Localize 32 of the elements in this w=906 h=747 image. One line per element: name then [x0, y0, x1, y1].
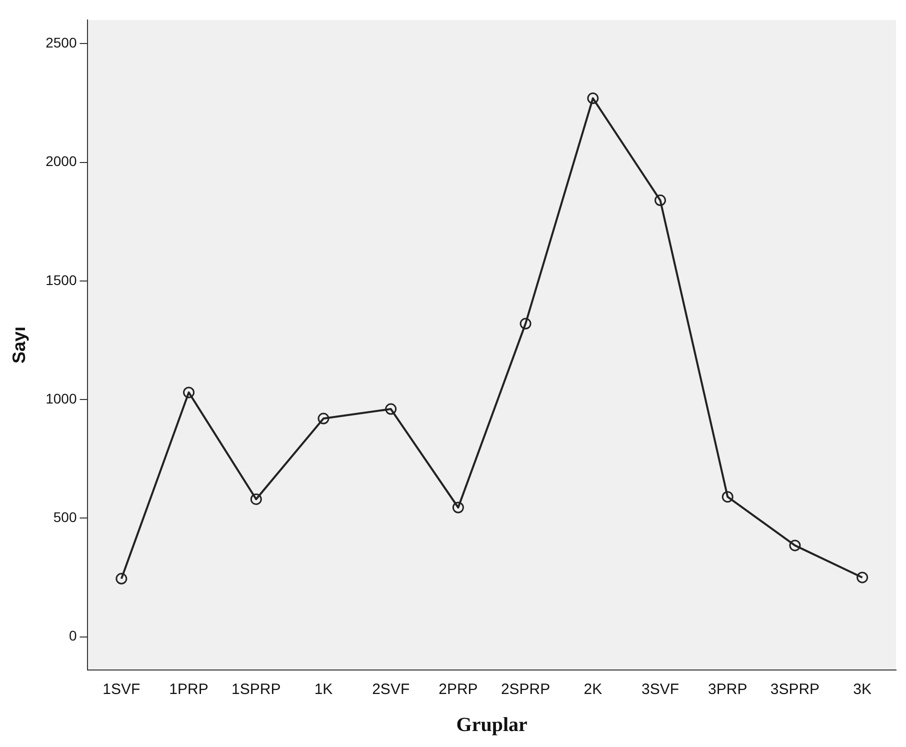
- y-tick-label: 1500: [46, 272, 77, 288]
- point: [250, 493, 262, 505]
- x-tick-label: 2PRP: [438, 681, 478, 698]
- y-tick-label: 0: [68, 628, 77, 644]
- y-tick-label: 500: [53, 509, 77, 526]
- x-tick-label: 1PRP: [169, 681, 208, 698]
- point: [789, 540, 801, 552]
- point: [520, 318, 532, 330]
- x-tick-label: 2SPRP: [500, 681, 550, 698]
- point: [856, 572, 868, 584]
- y-tick-label: 2500: [46, 34, 77, 51]
- y-tick-label: 2000: [46, 153, 77, 170]
- point: [587, 92, 599, 104]
- x-tick-label: 1SPRP: [232, 681, 281, 698]
- x-tick-label: 1K: [314, 681, 333, 698]
- point: [385, 403, 397, 415]
- y-axis-title: Sayı: [8, 326, 29, 364]
- y-tick-label: 1000: [46, 390, 77, 406]
- point: [654, 194, 666, 206]
- x-tick-label: 3PRP: [708, 681, 748, 698]
- point: [318, 412, 330, 424]
- x-tick-label: 3SVF: [642, 681, 680, 698]
- x-tick-label: 3K: [853, 681, 872, 698]
- x-tick-label: 2SVF: [372, 681, 410, 698]
- x-tick-label: 2K: [584, 681, 602, 698]
- point: [183, 386, 195, 398]
- x-tick-label: 3SPRP: [770, 681, 820, 698]
- point: [116, 572, 128, 584]
- point: [452, 502, 464, 514]
- x-tick-label: 1SVF: [102, 681, 140, 698]
- point: [722, 491, 734, 503]
- x-axis-title: Gruplar: [456, 714, 528, 736]
